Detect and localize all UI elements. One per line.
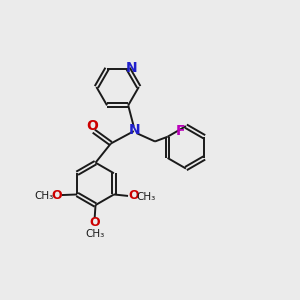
Text: O: O bbox=[86, 118, 98, 133]
Text: CH₃: CH₃ bbox=[34, 190, 53, 201]
Text: O: O bbox=[51, 188, 62, 202]
Text: O: O bbox=[89, 216, 100, 229]
Text: N: N bbox=[129, 123, 140, 137]
Text: CH₃: CH₃ bbox=[85, 229, 104, 238]
Text: O: O bbox=[128, 189, 139, 203]
Text: N: N bbox=[126, 61, 138, 75]
Text: F: F bbox=[176, 124, 185, 138]
Text: CH₃: CH₃ bbox=[137, 191, 156, 202]
